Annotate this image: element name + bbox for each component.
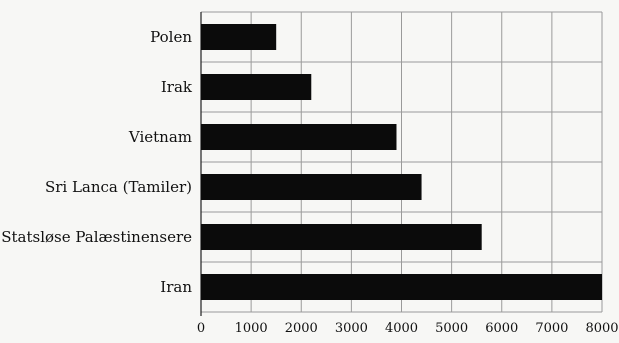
bar-2 xyxy=(201,124,397,150)
category-label-2: Vietnam xyxy=(128,128,192,146)
bar-4 xyxy=(201,224,482,250)
x-tick-label-7: 7000 xyxy=(535,321,568,336)
x-tick-label-3: 3000 xyxy=(335,321,368,336)
x-tick-label-1: 1000 xyxy=(235,321,268,336)
x-tick-label-2: 2000 xyxy=(285,321,318,336)
x-tick-label-5: 5000 xyxy=(435,321,468,336)
x-tick-label-8: 8000 xyxy=(585,321,618,336)
bar-5 xyxy=(201,274,602,300)
x-tick-label-6: 6000 xyxy=(485,321,518,336)
category-label-0: Polen xyxy=(150,28,192,46)
category-label-5: Iran xyxy=(160,278,192,296)
category-label-3: Sri Lanca (Tamiler) xyxy=(45,178,192,196)
x-tick-label-0: 0 xyxy=(197,321,205,336)
bar-3 xyxy=(201,174,422,200)
category-label-4: Statsløse Palæstinensere xyxy=(1,228,192,246)
x-tick-label-4: 4000 xyxy=(385,321,418,336)
category-label-1: Irak xyxy=(161,78,193,96)
bar-1 xyxy=(201,74,312,100)
bar-0 xyxy=(201,24,277,50)
